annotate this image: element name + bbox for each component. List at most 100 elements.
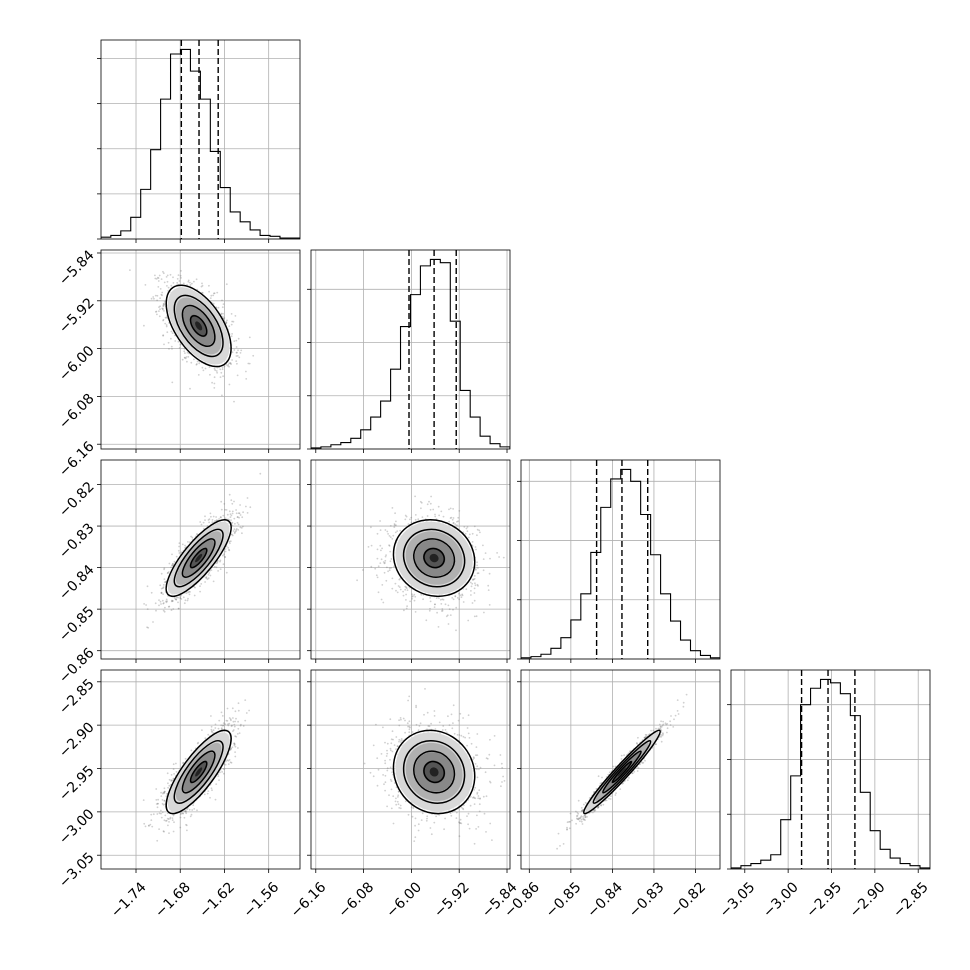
sample-point xyxy=(166,285,168,287)
sample-point xyxy=(165,598,168,601)
sample-point xyxy=(502,556,505,559)
sample-point xyxy=(411,597,414,600)
sample-point xyxy=(212,302,215,305)
sample-point xyxy=(381,584,384,586)
sample-point xyxy=(389,550,392,553)
sample-point xyxy=(469,581,472,584)
sample-point xyxy=(187,280,190,283)
sample-point xyxy=(204,367,207,370)
sample-point xyxy=(166,274,169,277)
sample-point xyxy=(214,723,217,726)
sample-point xyxy=(170,600,173,603)
sample-point xyxy=(220,371,223,374)
sample-point xyxy=(158,274,161,277)
sample-point xyxy=(414,595,417,598)
sample-point xyxy=(163,581,166,584)
sample-point xyxy=(447,623,450,625)
sample-point xyxy=(429,607,431,610)
sample-point xyxy=(434,603,436,606)
sample-point xyxy=(174,598,177,600)
sample-point xyxy=(207,573,210,576)
sample-point xyxy=(190,535,193,538)
sample-point xyxy=(384,555,387,558)
sample-point xyxy=(171,348,173,350)
sample-point xyxy=(414,495,416,498)
sample-point xyxy=(466,526,469,528)
sample-point xyxy=(202,521,205,524)
sample-point xyxy=(159,584,162,587)
sample-point xyxy=(207,519,210,521)
sample-point xyxy=(170,284,173,287)
sample-point xyxy=(232,730,234,732)
sample-point xyxy=(473,525,476,528)
sample-point xyxy=(467,536,470,539)
sample-point xyxy=(171,563,174,566)
sample-point xyxy=(208,284,210,287)
sample-point xyxy=(188,593,191,596)
sample-point xyxy=(376,548,379,551)
sample-point xyxy=(204,515,206,518)
sample-point xyxy=(402,594,405,597)
sample-point xyxy=(407,523,410,525)
sample-point xyxy=(229,540,232,543)
sample-point xyxy=(421,516,424,518)
sample-point xyxy=(187,591,190,594)
histogram-step-line xyxy=(101,48,300,239)
sample-point xyxy=(473,587,476,590)
sample-point xyxy=(181,543,184,546)
sample-point xyxy=(171,779,174,782)
panel-frame xyxy=(310,249,511,450)
sample-point xyxy=(179,595,182,597)
sample-point xyxy=(213,367,216,370)
sample-point xyxy=(166,572,169,575)
sample-point xyxy=(211,381,214,384)
sample-point xyxy=(179,816,182,819)
sample-point xyxy=(231,333,234,335)
sample-point xyxy=(386,566,388,569)
sample-point xyxy=(162,307,164,310)
sample-point xyxy=(161,294,163,297)
sample-point xyxy=(188,590,191,593)
sample-point xyxy=(220,500,223,503)
sample-point xyxy=(160,572,163,575)
sample-point xyxy=(445,615,448,618)
sample-point xyxy=(162,584,165,586)
sample-point xyxy=(229,362,232,364)
sample-point xyxy=(179,343,182,346)
sample-point xyxy=(168,562,171,565)
sample-point xyxy=(479,531,481,534)
sample-point xyxy=(222,563,225,566)
histogram-panel-3 xyxy=(517,459,721,663)
sample-point xyxy=(241,532,243,535)
sample-point xyxy=(222,303,225,305)
sample-point xyxy=(376,532,379,535)
sample-point xyxy=(228,383,231,386)
sample-point xyxy=(454,595,457,597)
sample-point xyxy=(472,578,474,581)
sample-point xyxy=(225,571,228,574)
sample-point xyxy=(384,529,387,531)
sample-point xyxy=(422,598,424,601)
sample-point xyxy=(419,500,422,503)
sample-point xyxy=(455,629,457,632)
sample-point xyxy=(471,582,474,585)
sample-point xyxy=(239,504,242,506)
scatter-panel-2 xyxy=(97,459,301,663)
sample-point xyxy=(163,302,166,305)
sample-point xyxy=(232,530,235,532)
sample-point xyxy=(452,608,454,611)
sample-point xyxy=(166,331,169,334)
sample-point xyxy=(206,578,209,581)
sample-point xyxy=(208,518,211,520)
sample-point xyxy=(420,593,423,596)
sample-point xyxy=(205,577,208,580)
sample-point xyxy=(389,560,392,563)
sample-point xyxy=(224,508,227,511)
sample-point xyxy=(468,533,471,536)
sample-point xyxy=(163,578,166,580)
sample-point xyxy=(165,316,168,319)
sample-point xyxy=(183,348,186,350)
sample-point xyxy=(175,598,178,601)
sample-point xyxy=(235,351,238,354)
sample-point xyxy=(221,366,224,369)
